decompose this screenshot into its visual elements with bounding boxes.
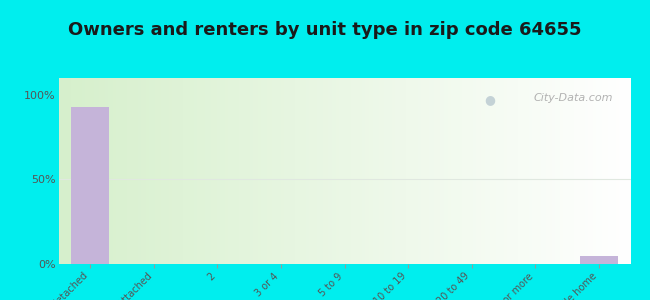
Text: City-Data.com: City-Data.com	[534, 93, 614, 103]
Text: Owners and renters by unit type in zip code 64655: Owners and renters by unit type in zip c…	[68, 21, 582, 39]
Bar	[580, 256, 617, 264]
Bar	[72, 107, 109, 264]
Text: ●: ●	[485, 93, 495, 106]
